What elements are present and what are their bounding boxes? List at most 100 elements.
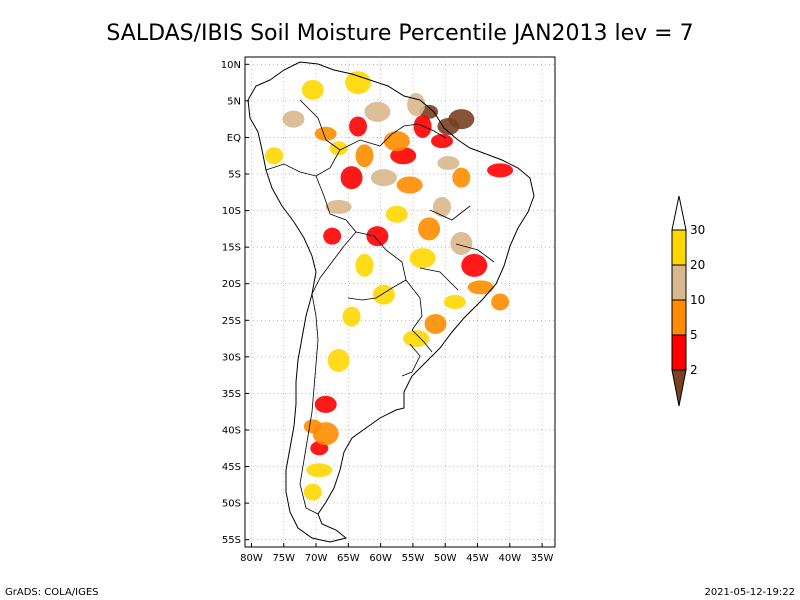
percentile-patch-5-10 [467,280,494,295]
lat-tick-label: 45S [222,462,241,473]
percentile-patch-10-20 [370,169,397,187]
footer-left: GrADS: COLA/IGES [5,587,99,598]
percentile-patches [265,71,514,501]
lon-tick-label: 70W [305,553,328,564]
lon-tick-label: 65W [337,553,360,564]
percentile-patch-5-10 [491,293,510,311]
percentile-patch-20-30 [306,463,333,478]
percentile-patch-20-30 [403,330,430,348]
lat-tick-label: 30S [222,352,241,363]
lat-tick-label: 50S [222,499,241,510]
percentile-patch-20-30 [329,141,348,156]
border-bolivia-paraguay [347,279,407,301]
lat-tick-label: EQ [227,133,241,144]
latitude-tick-labels: 10N 5N EQ 5S 10S 15S 20S 25S 30S 35S 40S 45S 50S 55S [221,60,249,546]
percentile-patch-2-5 [323,227,342,245]
percentile-patch-5-10 [314,126,337,141]
percentile-patch-5-10 [452,167,471,188]
footer-right: 2021-05-12-19:22 [704,587,795,598]
colorbar-segment-above30 [671,195,687,231]
percentile-patch-10-20 [407,93,426,117]
percentile-patch-20-30 [409,248,436,269]
percentile-patch-5-10 [355,144,374,168]
lat-tick-label: 5N [227,96,241,107]
percentile-patch-20-30 [372,284,395,305]
lat-tick-label: 10N [221,60,241,71]
border-colombia-peru [265,149,341,177]
lat-tick-label: 25S [222,316,241,327]
percentile-patch-20-30 [327,349,350,373]
percentile-patch-20-30 [345,71,372,95]
border-bolivia-brazil [355,231,407,281]
percentile-patch-20-30 [355,253,374,277]
country-borders [265,99,495,515]
colorbar: 2 5 10 20 30 [671,195,705,407]
colorbar-label: 10 [690,293,705,307]
lat-tick-label: 35S [222,389,241,400]
percentile-patch-5-10 [396,176,423,194]
lon-tick-label: 60W [369,553,392,564]
colorbar-label: 5 [690,328,698,342]
colorbar-segment-10-20 [671,264,687,301]
border-venezuela-colombia [299,99,341,151]
border-guianas [403,123,447,139]
percentile-patch-2-5 [349,116,368,137]
percentile-patch-10-20 [325,199,352,214]
lon-tick-label: 45W [466,553,489,564]
percentile-patch-20-30 [443,295,466,309]
border-brazil-states [419,205,495,291]
percentile-patch-20-30 [301,79,324,100]
percentile-patch-20-30 [303,483,322,501]
lat-tick-label: 10S [222,206,241,217]
percentile-patch-10-20 [364,101,391,122]
percentile-patch-20-30 [342,306,361,327]
longitude-tick-labels: 80W 75W 70W 65W 60W 55W 50W 45W 40W 35W [240,543,553,564]
lon-tick-label: 40W [498,553,521,564]
percentile-patch-2-5 [340,166,363,190]
percentile-patch-5-10 [383,131,410,152]
percentile-patch-10-20 [432,196,451,217]
percentile-patch-lt2 [448,109,475,130]
coastlines [247,61,535,543]
border-peru-brazil [315,175,357,247]
percentile-patch-2-5 [314,395,337,413]
lon-tick-label: 80W [240,553,263,564]
colorbar-segment-20-30 [671,229,687,266]
lon-tick-label: 75W [272,553,295,564]
percentile-patch-5-10 [303,419,322,434]
percentile-patch-2-5 [487,163,514,178]
south-america-coastline [247,61,535,543]
colorbar-label: 30 [690,223,705,237]
percentile-patch-10-20 [437,156,460,171]
lon-tick-label: 35W [531,553,554,564]
percentile-patch-20-30 [265,147,284,165]
percentile-patch-10-20 [282,110,305,128]
lat-tick-label: 55S [222,535,241,546]
colorbar-segment-2-5 [671,334,687,371]
colorbar-segment-5-10 [671,299,687,336]
percentile-patch-2-5 [366,226,389,247]
percentile-patch-20-30 [385,205,408,223]
border-argentina-brazil [411,329,433,353]
border-uruguay [401,343,421,377]
border-argentina-chile [299,293,319,515]
colorbar-label: 2 [690,363,698,377]
lon-tick-label: 55W [402,553,425,564]
lat-tick-label: 15S [222,243,241,254]
percentile-patch-5-10 [418,217,441,241]
border-venezuela-brazil [339,125,405,151]
lat-tick-label: 5S [228,170,241,181]
percentile-patch-10-20 [450,231,473,255]
percentile-patch-2-5 [413,114,432,138]
border-peru-bolivia [311,245,345,295]
percentile-patch-2-5 [390,147,417,165]
lon-tick-label: 50W [434,553,457,564]
map-frame-group [244,56,556,548]
percentile-patch-5-10 [424,313,447,334]
border-paraguay-brazil [405,279,423,331]
lat-tick-label: 40S [222,425,241,436]
percentile-patch-2-5 [430,134,453,149]
colorbar-label: 20 [690,258,705,272]
colorbar-segment-below2 [671,369,687,407]
